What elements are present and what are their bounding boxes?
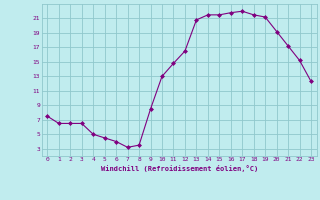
X-axis label: Windchill (Refroidissement éolien,°C): Windchill (Refroidissement éolien,°C) [100,165,258,172]
